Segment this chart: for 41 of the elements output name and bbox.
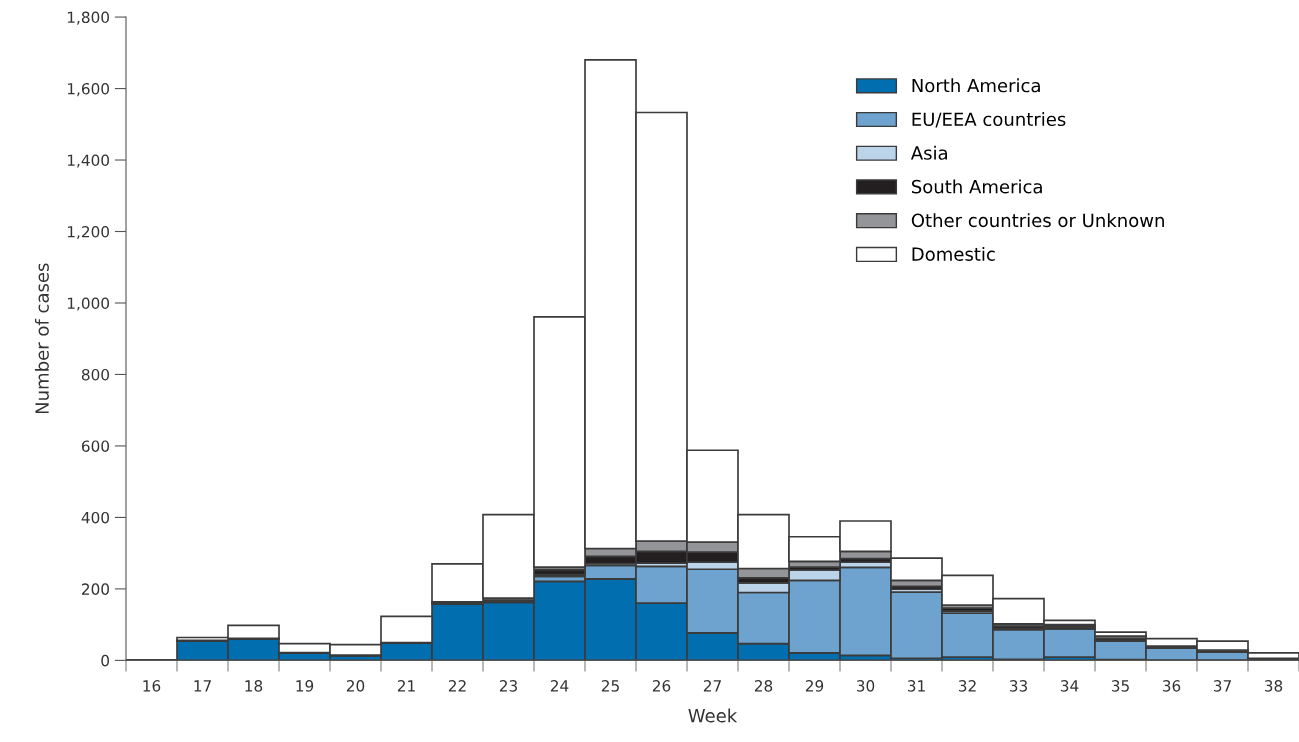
y-tick-label: 200 [81,583,110,595]
x-tick-label: 36 [1162,680,1181,692]
x-tick-label: 16 [143,680,161,692]
y-tick-label: 1,600 [67,83,110,97]
y-tick-label: 1,200 [67,225,110,240]
x-tick-label: 34 [1060,680,1079,692]
x-tick-label: 17 [194,680,211,692]
y-tick-label: 800 [81,368,110,381]
x-tick-label: 23 [499,680,517,692]
legend-label: Other countries or Unknown [911,213,1164,228]
legend-label: Domestic [912,246,995,261]
x-tick-label: 26 [652,680,671,692]
x-tick-label: 27 [703,680,721,692]
y-tick-label: 600 [81,440,110,452]
x-tick-label: 22 [448,680,466,692]
legend-label: North America [912,78,1040,93]
x-tick-label: 18 [245,680,263,692]
x-tick-label: 31 [907,680,925,692]
y-tick-label: 1,800 [67,11,110,25]
x-tick-label: 32 [958,680,976,692]
x-tick-label: 21 [397,680,415,692]
y-tick-label: 1,000 [67,297,110,311]
x-tick-label: 38 [1264,680,1283,692]
x-tick-label: 30 [856,680,875,692]
x-tick-label: 35 [1111,680,1129,692]
x-tick-label: 33 [1009,680,1027,692]
x-tick-label: 37 [1213,680,1231,692]
legend-label: South America [911,179,1042,194]
x-axis-title: Week [688,708,738,723]
y-tick-label: 400 [81,511,110,524]
y-tick-label: 0 [101,654,110,667]
x-tick-label: 19 [296,680,314,692]
legend-label: EU/EEA countries [912,112,1066,128]
legend-label: Asia [910,145,947,160]
x-tick-label: 28 [754,680,773,692]
x-tick-label: 25 [601,680,619,692]
x-tick-label: 24 [550,680,569,692]
x-tick-label: 29 [805,680,824,692]
x-tick-label: 20 [346,680,365,692]
y-tick-label: 1,400 [67,154,110,168]
y-axis-title: Number of cases [34,263,49,414]
